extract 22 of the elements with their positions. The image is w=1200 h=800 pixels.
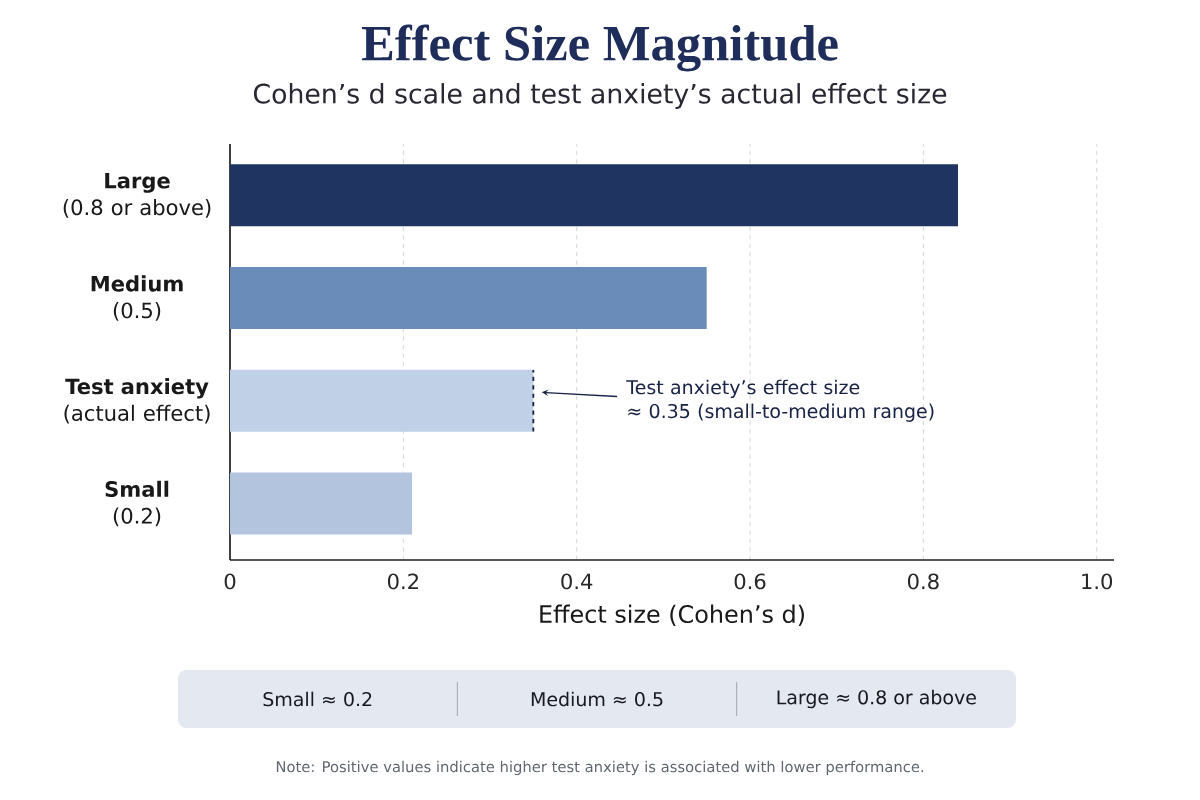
text: Medium ≈ 0.5 [531, 691, 663, 707]
y-tick-label: Test anxiety (actual effect) [64, 378, 210, 424]
bar [230, 164, 959, 227]
bar [230, 369, 534, 432]
chart-title: Effect Size Magnitude [361, 24, 838, 72]
chart-subtitle: Cohen’s d scale and test anxiety’s actual effect size [253, 83, 947, 109]
text: Large ≈ 0.8 or above [777, 689, 976, 709]
x-tick-label: 0.6 [734, 573, 766, 590]
y-tick-label: Large (0.8 or above) [63, 172, 211, 218]
y-tick-label: Small (0.2) [105, 480, 169, 527]
text: Small ≈ 0.2 [263, 691, 372, 707]
bar [230, 267, 707, 330]
x-tick-label: 0.2 [387, 573, 418, 590]
bar [230, 472, 413, 535]
x-axis-title: Effect size (Cohen’s d) [540, 604, 804, 626]
x-tick-label: 0 [224, 573, 236, 590]
annotation: Test anxiety’s effect size ≈ 0.35 (small-to-medium range) [626, 379, 934, 422]
y-tick-label: Medium (0.5) [91, 275, 183, 321]
x-tick-label: 0.4 [561, 573, 593, 590]
text: Note: Positive values indicate higher test anxiety is associated with lower performance. [276, 760, 924, 776]
x-tick-label: 1.0 [1082, 573, 1113, 590]
x-tick-label: 0.8 [907, 573, 939, 590]
